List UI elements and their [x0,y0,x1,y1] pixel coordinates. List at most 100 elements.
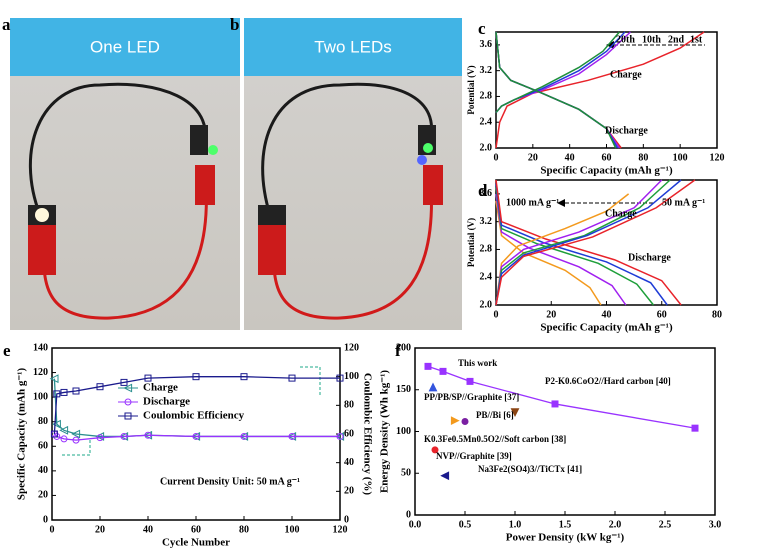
x-tick-label: 40 [565,152,575,163]
marker [240,373,248,381]
point-label: PP/PB/SP//Graphite [37] [424,392,519,402]
annotation: Current Density Unit: 50 mA g⁻¹ [160,476,300,487]
y2-tick-label: 60 [344,428,354,439]
panel-label: c [478,19,486,38]
y-tick-label: 3.2 [480,216,493,227]
y2-tick-label: 0 [344,514,349,525]
marker [691,424,699,432]
arrow [300,366,321,395]
y-tick-label: 2.0 [480,142,493,153]
y-tick-label: 2.0 [480,299,493,310]
series-line [495,31,619,149]
marker [288,432,296,440]
led [417,155,427,165]
y-tick-label: 100 [33,391,48,402]
y-tick-label: 50 [401,468,411,479]
panel-label: e [3,341,11,360]
marker [336,374,344,382]
annotation: 10th [642,34,661,45]
marker [551,400,559,408]
point-label: NVP//Graphite [39] [436,451,512,461]
x-tick-label: 0 [494,309,499,320]
legend-label: Discharge [143,396,190,408]
panel-label: b [230,15,239,34]
marker [424,362,432,370]
x-tick-label: 60 [191,524,201,535]
plot-frame [414,347,716,516]
y-tick-label: 2.8 [480,244,493,255]
banner [10,18,240,76]
marker [439,367,447,375]
cable [272,169,433,320]
marker [96,383,104,391]
x-tick-label: 0 [50,524,55,535]
x-tick-label: 120 [710,152,725,163]
marker [52,419,61,429]
marker [144,431,152,439]
y2-tick-label: 80 [344,400,354,411]
series-line [495,31,621,149]
marker [450,416,460,426]
x-tick-label: 0.5 [459,519,472,530]
photo-a: One LED [10,18,240,330]
x-tick-label: 100 [673,152,688,163]
y-tick-label: 3.6 [480,39,493,50]
y2-tick-label: 20 [344,486,354,497]
clip [195,165,215,205]
y-tick-label: 20 [38,490,48,501]
led [35,208,49,222]
y-axis-label: Potential (V) [466,218,476,267]
marker [124,398,132,406]
cable [28,82,207,216]
point-label: P2-K0.6CoO2//Hard carbon [40] [545,376,671,386]
point-label: Na3Fe2(SO4)3//TiCTx [41] [478,464,582,474]
series-line [495,179,682,306]
y-tick-label: 100 [396,426,411,437]
y-tick-label: 0 [406,509,411,520]
clip [423,165,443,205]
marker [53,432,61,440]
x-tick-label: 20 [546,309,556,320]
marker [60,435,68,443]
y2-tick-label: 100 [344,371,359,382]
y-tick-label: 40 [38,465,48,476]
annotation: 50 mA g⁻¹ [662,197,705,208]
marker [59,425,69,435]
caption: Two LEDs [314,37,391,56]
marker [461,417,469,425]
clip [258,225,286,275]
clip [190,125,208,155]
marker [240,432,248,440]
annotation: Charge [610,69,642,80]
annotation: 20th [616,34,635,45]
annotation: 1st [690,34,703,45]
marker [120,432,128,440]
x-axis-label: Cycle Number [162,537,230,548]
arrows [62,41,705,456]
y2-axis-label: Coulombic Efficiency (%) [361,373,373,496]
x-axis-label: Power Density (kW kg⁻¹) [506,532,625,544]
y-tick-label: 60 [38,441,48,452]
marker [440,471,450,481]
marker [466,377,474,385]
annotation: 1000 mA g⁻¹ [506,197,559,208]
cable [261,82,433,216]
y-axis-label: Energy Density (Wh kg⁻¹) [379,370,391,493]
marker [510,408,520,418]
series-line [495,179,696,306]
x-tick-label: 80 [239,524,249,535]
marker [49,374,59,384]
marker [123,383,133,393]
marker [60,388,68,396]
marker [72,436,80,444]
x-tick-label: 100 [285,524,300,535]
point-label: K0.3Fe0.5Mn0.5O2//Soft carbon [38] [424,434,566,444]
panel-label: f [395,341,401,360]
x-axis-label: Specific Capacity (mAh g⁻¹) [540,322,673,334]
marker [336,432,344,440]
marker [53,390,61,398]
x-tick-label: 1.0 [509,519,522,530]
x-tick-label: 20 [528,152,538,163]
marker [120,378,128,386]
x-tick-label: 1.5 [559,519,572,530]
